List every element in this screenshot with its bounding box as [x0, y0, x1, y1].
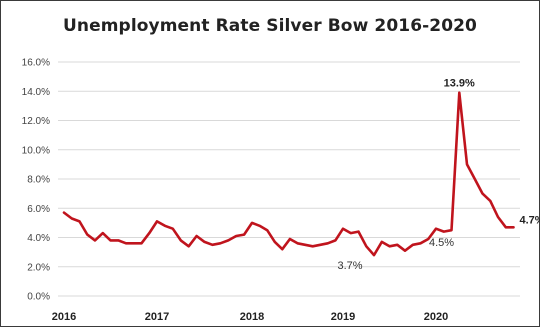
y-tick-label: 14.0% [22, 87, 50, 98]
data-label: 3.7% [337, 260, 362, 272]
x-tick-label: 2016 [52, 311, 76, 323]
x-tick-label: 2020 [424, 311, 448, 323]
y-tick-label: 0.0% [27, 292, 50, 303]
data-label: 4.5% [429, 237, 454, 249]
x-tick-label: 2018 [240, 311, 264, 323]
y-tick-label: 10.0% [22, 145, 50, 156]
data-label: 4.7% [520, 214, 540, 226]
y-tick-label: 6.0% [27, 204, 50, 215]
x-tick-label: 2019 [331, 311, 355, 323]
y-tick-label: 2.0% [27, 262, 50, 273]
data-label: 13.9% [444, 78, 475, 90]
y-tick-label: 16.0% [22, 58, 50, 69]
series-line [62, 91, 515, 257]
y-tick-label: 4.0% [27, 233, 50, 244]
y-tick-label: 8.0% [27, 175, 50, 186]
x-tick-label: 2017 [145, 311, 169, 323]
chart-title: Unemployment Rate Silver Bow 2016-2020 [63, 16, 477, 36]
y-tick-label: 12.0% [22, 116, 50, 127]
